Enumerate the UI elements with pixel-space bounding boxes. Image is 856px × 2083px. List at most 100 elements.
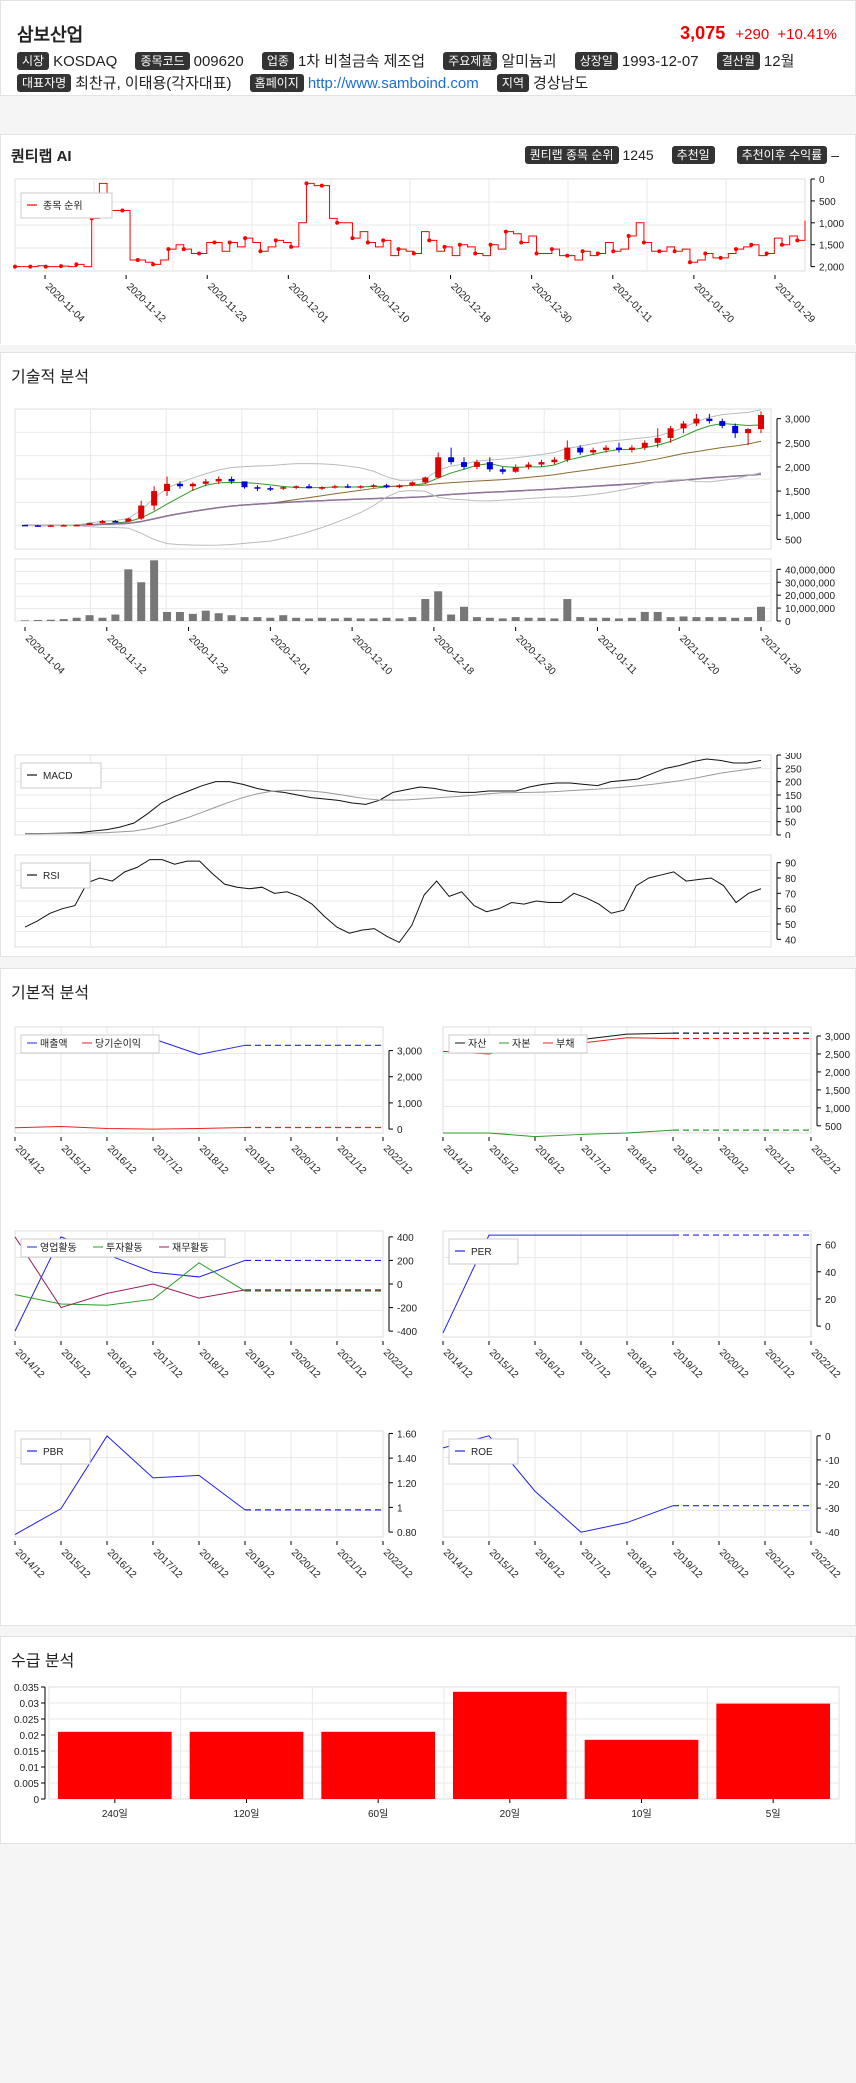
rsi-line xyxy=(24,859,762,944)
y-tick-label: 0.02 xyxy=(20,1731,40,1742)
y-tick-label: 0 xyxy=(785,831,791,838)
volume-bar xyxy=(356,618,365,621)
volume-bar xyxy=(163,611,172,621)
volume-bar xyxy=(550,618,559,621)
market-value: KOSDAQ xyxy=(53,53,118,70)
y-tick-label: 3,000 xyxy=(825,1032,850,1043)
candle-body xyxy=(86,522,93,525)
listed-tag: 상장일 xyxy=(574,52,618,70)
candle-body xyxy=(486,462,493,470)
candle-body xyxy=(215,479,222,482)
volume-bar xyxy=(434,591,443,621)
rank-tag: 퀀티랩 종목 순위 xyxy=(524,146,619,164)
x-tick-label: 2021-01-29 xyxy=(759,633,803,677)
rank-line xyxy=(15,182,806,268)
volume-bar xyxy=(421,599,430,621)
x-tick-label: 2018/12 xyxy=(197,1547,231,1581)
rank-point xyxy=(289,244,294,249)
x-tick-label: 2016/12 xyxy=(105,1347,139,1381)
y-tick-label: 1.40 xyxy=(397,1454,417,1465)
y-tick-label: 0.005 xyxy=(14,1779,39,1790)
x-tick-label: 2019/12 xyxy=(671,1347,705,1381)
ai-summary: 퀀티랩 종목 순위 1245 추천일 추천이후 수익률 – xyxy=(524,146,839,164)
candle-body xyxy=(628,447,635,451)
rec-return-value: – xyxy=(831,147,839,163)
x-tick-label: 2015/12 xyxy=(487,1143,521,1177)
candle-body xyxy=(176,483,183,487)
rank-point xyxy=(687,260,692,265)
x-tick-label: 2014/12 xyxy=(441,1547,475,1581)
price-change: +290 xyxy=(735,26,770,43)
product-value: 알미늄괴 xyxy=(501,53,557,70)
supply-chart: 240일 120일 60일 20일 10일 5일 0 0.005 0.01 0.015 0.02 0.… xyxy=(1,1679,855,1843)
legend-label: PER xyxy=(471,1247,492,1258)
homepage-link[interactable]: http://www.samboind.com xyxy=(307,75,479,92)
y-tick-label: 10,000,000 xyxy=(785,604,835,615)
x-tick-label: 2021-01-11 xyxy=(611,281,655,325)
y-tick-label: 0.035 xyxy=(14,1683,39,1694)
volume-bar xyxy=(317,617,326,621)
x-tick-label: 2018/12 xyxy=(625,1547,659,1581)
y-tick-label: -400 xyxy=(397,1327,417,1338)
y-tick-label: 1,500 xyxy=(785,487,810,498)
legend-label: 당기순이익 xyxy=(95,1038,141,1050)
x-tick-label: 2021/12 xyxy=(335,1547,369,1581)
x-tick-label: 2022/12 xyxy=(809,1143,843,1177)
x-tick-label: 2014/12 xyxy=(441,1347,475,1381)
x-tick-label: 2021-01-20 xyxy=(692,281,736,325)
code-tag: 종목코드 xyxy=(135,52,190,70)
candle-body xyxy=(641,442,648,448)
rank-point xyxy=(565,253,570,258)
x-tick-label: 2017/12 xyxy=(579,1143,613,1177)
rank-point xyxy=(273,238,278,243)
x-tick-label: 2015/12 xyxy=(59,1347,93,1381)
candle-body xyxy=(473,462,480,467)
x-tick-label: 2018/12 xyxy=(625,1347,659,1381)
x-tick-label: 2018/12 xyxy=(197,1347,231,1381)
y-tick-label: -30 xyxy=(825,1504,840,1515)
y-tick-label: 70 xyxy=(785,889,797,900)
y-tick-label: 1,500 xyxy=(825,1086,850,1097)
candle-body xyxy=(577,447,584,453)
rank-point xyxy=(427,238,432,243)
x-tick-label: 2020-11-04 xyxy=(23,633,67,677)
rank-point xyxy=(59,264,64,269)
fiscal-tag: 결산월 xyxy=(716,52,760,70)
y-tick-label: 1,000 xyxy=(397,1099,422,1110)
code-value: 009620 xyxy=(193,53,244,70)
volume-bar xyxy=(227,615,236,621)
rank-point xyxy=(28,264,33,269)
x-tick-label: 2020-12-18 xyxy=(432,633,476,677)
y-tick-label: -10 xyxy=(825,1456,840,1467)
candle-body xyxy=(125,518,132,522)
x-tick-label: 2015/12 xyxy=(487,1347,521,1381)
ai-card: 퀀티랩 AI 퀀티랩 종목 순위 1245 추천일 추천이후 수익률 – 0 500 1… xyxy=(0,134,856,345)
volume-bar xyxy=(511,617,520,621)
y-tick-label: 50 xyxy=(785,818,797,829)
x-tick-label: 2020/12 xyxy=(289,1143,323,1177)
x-tick-label: 10일 xyxy=(631,1808,651,1820)
y-tick-label: 500 xyxy=(819,197,836,208)
legend-label: 재무활동 xyxy=(172,1241,209,1254)
sales-chart: 0 1,000 2,000 3,000 2014/12 2015/12 2016/12 201… xyxy=(1,1021,429,1211)
supply-bar xyxy=(716,1703,830,1799)
y-tick-label: 0.80 xyxy=(397,1528,417,1539)
region-tag: 지역 xyxy=(496,74,530,92)
legend-label: ROE xyxy=(471,1447,493,1458)
supply-title: 수급 분석 xyxy=(11,1653,75,1670)
supply-card: 수급 분석 240일 120일 60일 20일 10일 5일 0 0.005 0.01 0.015… xyxy=(0,1636,856,1844)
supply-bar xyxy=(453,1691,567,1799)
volume-bar xyxy=(59,619,68,621)
x-tick-label: 2014/12 xyxy=(13,1547,47,1581)
candle-body xyxy=(758,415,764,430)
재무활동-line xyxy=(14,1236,246,1309)
volume-bar xyxy=(369,618,378,621)
volume-bar xyxy=(98,617,107,621)
x-tick-label: 2017/12 xyxy=(579,1347,613,1381)
rank-point xyxy=(457,242,462,247)
volume-bar xyxy=(485,617,494,621)
x-tick-label: 2017/12 xyxy=(151,1547,185,1581)
candle-body xyxy=(512,466,519,472)
legend-label: 영업활동 xyxy=(40,1241,77,1254)
roe-chart: 0 -10 -20 -30 -40 2014/12 2015/12 2016/12 2017/1… xyxy=(429,1425,855,1625)
